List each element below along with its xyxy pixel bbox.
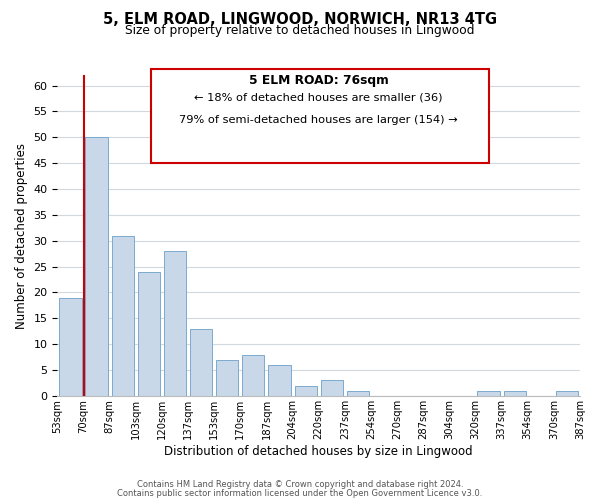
- Bar: [503, 390, 526, 396]
- Bar: [112, 236, 134, 396]
- Bar: [320, 380, 343, 396]
- Bar: [216, 360, 238, 396]
- Text: Contains HM Land Registry data © Crown copyright and database right 2024.: Contains HM Land Registry data © Crown c…: [137, 480, 463, 489]
- Bar: [478, 390, 500, 396]
- Bar: [556, 390, 578, 396]
- Bar: [268, 365, 290, 396]
- Text: 79% of semi-detached houses are larger (154) →: 79% of semi-detached houses are larger (…: [179, 116, 458, 126]
- Bar: [59, 298, 82, 396]
- Bar: [347, 390, 369, 396]
- Text: 5 ELM ROAD: 76sqm: 5 ELM ROAD: 76sqm: [249, 74, 389, 86]
- Bar: [190, 328, 212, 396]
- Bar: [164, 251, 186, 396]
- Text: Contains public sector information licensed under the Open Government Licence v3: Contains public sector information licen…: [118, 488, 482, 498]
- Y-axis label: Number of detached properties: Number of detached properties: [15, 142, 28, 328]
- Text: ← 18% of detached houses are smaller (36): ← 18% of detached houses are smaller (36…: [194, 93, 443, 103]
- Bar: [295, 386, 317, 396]
- Text: 5, ELM ROAD, LINGWOOD, NORWICH, NR13 4TG: 5, ELM ROAD, LINGWOOD, NORWICH, NR13 4TG: [103, 12, 497, 28]
- X-axis label: Distribution of detached houses by size in Lingwood: Distribution of detached houses by size …: [164, 444, 473, 458]
- Bar: [242, 354, 265, 396]
- FancyBboxPatch shape: [151, 69, 488, 164]
- Bar: [85, 138, 108, 396]
- Bar: [138, 272, 160, 396]
- Text: Size of property relative to detached houses in Lingwood: Size of property relative to detached ho…: [125, 24, 475, 37]
